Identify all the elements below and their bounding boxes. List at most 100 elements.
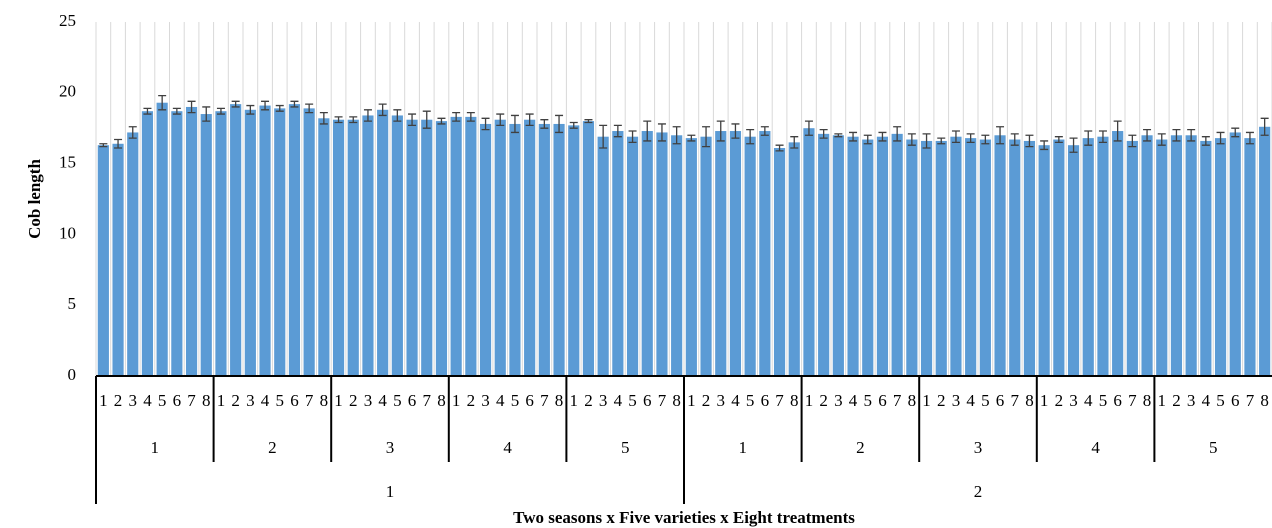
x-tick-label: 5 (628, 391, 637, 410)
error-bar (1143, 128, 1152, 142)
y-tick-label: 5 (68, 294, 77, 313)
bar (685, 138, 697, 376)
x-tick-label: 1 (452, 391, 461, 410)
x-tick-label: 2 (114, 391, 123, 410)
x-axis-title: Two seasons x Five varieties x Eight tre… (513, 508, 855, 527)
error-bar (305, 103, 314, 114)
bar (700, 136, 712, 376)
bar (406, 119, 418, 376)
x-tick-label: 5 (1216, 391, 1225, 410)
season-label: 2 (974, 482, 983, 501)
bar (97, 145, 109, 376)
x-tick-label: 1 (805, 391, 814, 410)
error-bar (996, 126, 1005, 145)
bar (274, 108, 286, 376)
x-tick-label: 2 (584, 391, 593, 410)
bar (1023, 140, 1036, 376)
bar (773, 148, 786, 376)
error-bar (1187, 128, 1196, 142)
bar (185, 106, 198, 377)
x-tick-label: 2 (231, 391, 240, 410)
x-tick-label: 7 (305, 391, 314, 410)
error-bar (966, 133, 975, 144)
bar (656, 132, 668, 376)
x-tick-label: 2 (819, 391, 828, 410)
error-bar (1201, 136, 1210, 146)
x-tick-label: 7 (540, 391, 549, 410)
x-tick-label: 8 (437, 391, 446, 410)
bar (641, 131, 653, 376)
bar (538, 123, 550, 377)
bar (1141, 135, 1153, 376)
x-tick-label: 6 (408, 391, 417, 410)
error-bar (378, 103, 387, 117)
bar (553, 123, 565, 377)
error-bar (99, 143, 108, 148)
x-tick-label: 3 (717, 391, 726, 410)
x-tick-label: 5 (746, 391, 755, 410)
y-tick-label: 0 (68, 365, 77, 384)
bar (391, 115, 403, 377)
variety-label: 5 (1209, 438, 1218, 457)
bar (112, 143, 124, 376)
x-tick-label: 3 (129, 391, 138, 410)
x-tick-label: 8 (672, 391, 681, 410)
x-tick-label: 5 (981, 391, 990, 410)
bar (744, 136, 756, 376)
error-bar (540, 119, 549, 129)
error-bar (1025, 134, 1034, 148)
x-tick-label: 1 (687, 391, 696, 410)
x-tick-label: 5 (158, 391, 167, 410)
x-tick-label: 1 (217, 391, 226, 410)
error-bar (790, 136, 799, 149)
bar (509, 123, 521, 377)
error-bar (246, 104, 255, 115)
x-tick-label: 6 (878, 391, 887, 410)
variety-label: 3 (386, 438, 395, 457)
error-bar (687, 134, 696, 142)
error-bar (613, 124, 622, 138)
error-bar (452, 111, 461, 122)
error-bar (863, 134, 872, 145)
error-bar (525, 113, 534, 127)
x-tick-label: 1 (1040, 391, 1049, 410)
x-tick-label: 6 (173, 391, 182, 410)
error-bar (231, 100, 240, 108)
x-tick-label: 5 (864, 391, 873, 410)
x-tick-label: 6 (643, 391, 652, 410)
x-tick-label: 3 (834, 391, 843, 410)
x-tick-label: 8 (555, 391, 564, 410)
bar (759, 131, 771, 376)
x-tick-label: 5 (276, 391, 285, 410)
x-tick-label: 7 (423, 391, 432, 410)
error-bar (393, 109, 402, 122)
error-bar (981, 134, 990, 145)
error-bar (569, 121, 578, 129)
variety-label: 4 (1091, 438, 1100, 457)
x-tick-label: 8 (1025, 391, 1034, 410)
bar (450, 116, 462, 376)
error-bar (555, 114, 564, 134)
y-tick-label: 25 (59, 11, 76, 30)
error-bar (893, 126, 902, 142)
x-tick-label: 4 (1202, 391, 1211, 410)
bar (332, 119, 345, 376)
error-bar (1157, 133, 1166, 146)
error-bar (937, 137, 946, 145)
bar (979, 139, 991, 376)
bar (127, 132, 139, 376)
error-bar (143, 107, 152, 115)
bar (1170, 135, 1183, 376)
bar (729, 131, 742, 376)
x-tick-label: 7 (658, 391, 667, 410)
x-tick-label: 2 (1055, 391, 1064, 410)
bar (1244, 138, 1256, 376)
x-tick-label: 7 (187, 391, 196, 410)
error-bar (172, 107, 181, 115)
bar (1082, 138, 1094, 376)
error-bar (849, 131, 858, 142)
bar (1229, 132, 1241, 376)
bar (715, 131, 727, 376)
x-tick-label: 4 (261, 391, 270, 410)
